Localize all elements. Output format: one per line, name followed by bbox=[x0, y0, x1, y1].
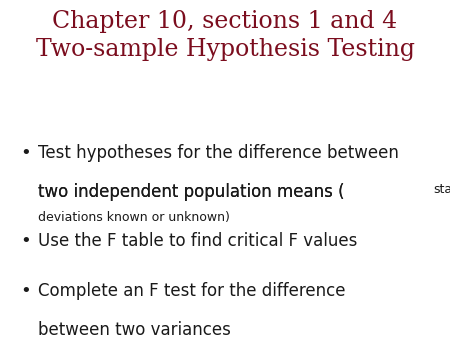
Text: •: • bbox=[20, 144, 31, 162]
Text: •: • bbox=[20, 282, 31, 300]
Text: deviations known or unknown): deviations known or unknown) bbox=[38, 211, 230, 224]
Text: Chapter 10, sections 1 and 4
Two-sample Hypothesis Testing: Chapter 10, sections 1 and 4 Two-sample … bbox=[36, 10, 414, 61]
Text: two independent population means (: two independent population means ( bbox=[38, 183, 345, 200]
Text: Use the F table to find critical F values: Use the F table to find critical F value… bbox=[38, 232, 358, 249]
Text: Complete an F test for the difference: Complete an F test for the difference bbox=[38, 282, 346, 300]
Text: •: • bbox=[20, 232, 31, 249]
Text: two independent population means (: two independent population means ( bbox=[38, 183, 345, 200]
Text: between two variances: between two variances bbox=[38, 321, 231, 338]
Text: standard: standard bbox=[434, 183, 450, 195]
Text: Test hypotheses for the difference between: Test hypotheses for the difference betwe… bbox=[38, 144, 399, 162]
